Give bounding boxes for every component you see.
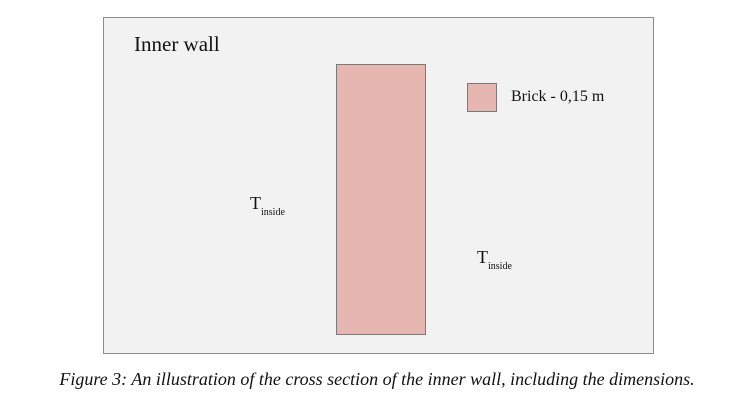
- figure-caption: Figure 3: An illustration of the cross s…: [59, 369, 695, 389]
- temperature-subscript: inside: [261, 207, 285, 218]
- temperature-symbol: T: [250, 193, 261, 213]
- temperature-inside-left: Tinside: [250, 194, 285, 218]
- temperature-inside-right: Tinside: [477, 248, 512, 272]
- temperature-symbol: T: [477, 247, 488, 267]
- diagram-title: Inner wall: [134, 32, 220, 56]
- legend-brick-label: Brick - 0,15 m: [511, 88, 605, 105]
- legend-brick-swatch: [467, 83, 497, 112]
- diagram-panel: Inner wall Brick - 0,15 m Tinside Tinsid…: [103, 17, 654, 354]
- temperature-subscript: inside: [488, 261, 512, 272]
- brick-wall-cross-section: [336, 64, 426, 335]
